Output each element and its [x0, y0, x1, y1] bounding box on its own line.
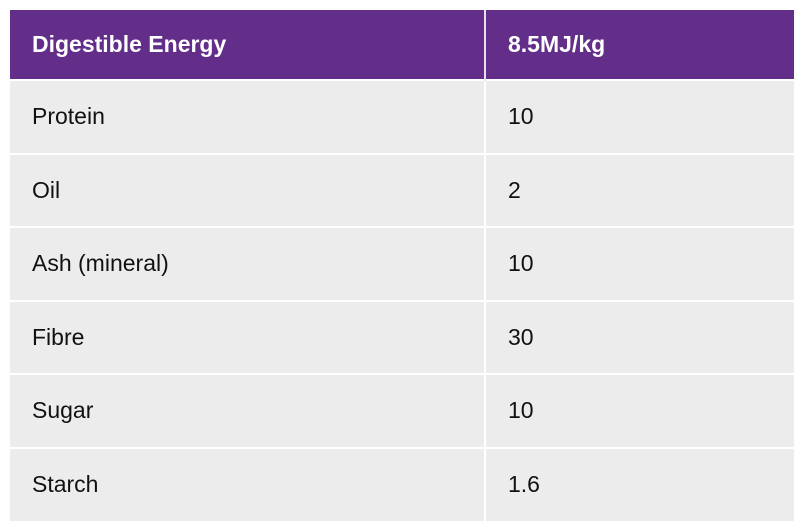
- table-row: Oil 2: [10, 152, 794, 227]
- nutrient-value-cell: 1.6: [484, 446, 794, 521]
- nutrient-value-cell: 10: [484, 79, 794, 154]
- table-row: Sugar 10: [10, 373, 794, 448]
- nutrient-value-cell: 10: [484, 226, 794, 301]
- header-value-cell: 8.5MJ/kg: [484, 10, 794, 80]
- nutrient-name-cell: Starch: [10, 446, 485, 521]
- nutrient-value-cell: 30: [484, 299, 794, 374]
- nutrient-value-cell: 10: [484, 373, 794, 448]
- nutrient-name-cell: Sugar: [10, 373, 485, 448]
- nutrient-name-cell: Protein: [10, 79, 485, 154]
- nutrition-table-container: Digestible Energy 8.5MJ/kg Protein 10 Oi…: [10, 10, 794, 521]
- nutrient-value-cell: 2: [484, 152, 794, 227]
- nutrient-name-cell: Ash (mineral): [10, 226, 485, 301]
- header-row: Digestible Energy 8.5MJ/kg: [10, 10, 794, 80]
- table-row: Fibre 30: [10, 299, 794, 374]
- header-label-cell: Digestible Energy: [10, 10, 485, 80]
- table-row: Protein 10: [10, 79, 794, 154]
- table-header: Digestible Energy 8.5MJ/kg: [10, 10, 794, 80]
- table-body: Protein 10 Oil 2 Ash (mineral) 10 Fibre …: [10, 79, 794, 521]
- table-row: Ash (mineral) 10: [10, 226, 794, 301]
- nutrient-name-cell: Oil: [10, 152, 485, 227]
- table-row: Starch 1.6: [10, 446, 794, 521]
- nutrition-table: Digestible Energy 8.5MJ/kg Protein 10 Oi…: [10, 10, 794, 521]
- nutrient-name-cell: Fibre: [10, 299, 485, 374]
